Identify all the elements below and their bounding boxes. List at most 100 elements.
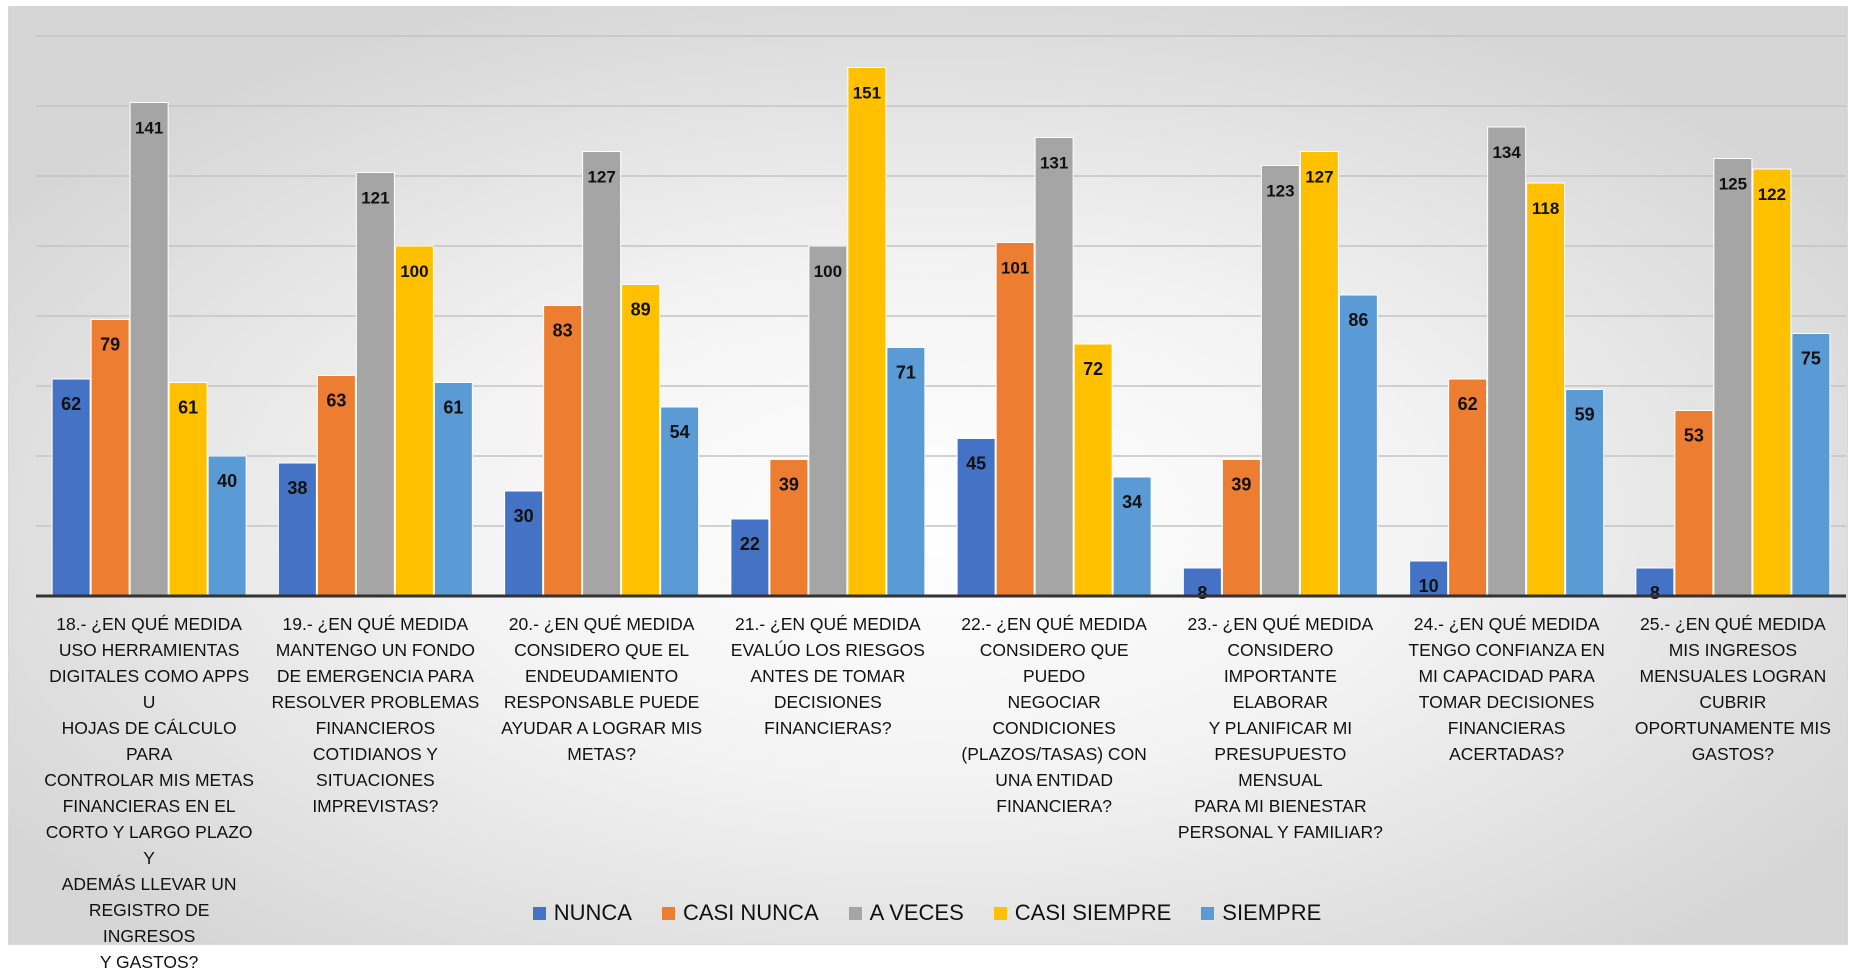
category-label-line: PERSONAL Y FAMILIAR? (1177, 822, 1383, 842)
category-label-line: 18.- ¿EN QUÉ MEDIDA (56, 614, 242, 634)
category-label-line: CONSIDERO QUE EL (514, 640, 690, 660)
bar-siempre-q6 (1338, 294, 1378, 597)
bar-casi-siempre-q2 (394, 245, 434, 597)
category-label-line: SITUACIONES (316, 770, 435, 790)
category-label-line: AYUDAR A LOGRAR MIS (501, 718, 703, 738)
legend-item: NUNCA (532, 900, 632, 926)
data-label: 8 (1650, 583, 1660, 603)
data-label: 30 (514, 506, 534, 526)
category-label-line: Y PLANIFICAR MI (1208, 718, 1353, 738)
data-labels: 62 79 141 61 40 38 63 121 100 61 30 83 127 89 54 22 39 10… (61, 84, 1821, 604)
category-label-line: RESOLVER PROBLEMAS (271, 692, 480, 712)
bar-casi-siempre-q5 (1073, 343, 1113, 597)
legend-swatch (993, 906, 1007, 920)
bar-casi-nunca-q5 (995, 242, 1035, 597)
data-label: 61 (178, 398, 198, 418)
legend-item: CASI SIEMPRE (993, 900, 1171, 926)
bar-siempre-q1 (207, 455, 247, 597)
bar-casi-siempre-q3 (621, 284, 661, 597)
category-label-line: METAS? (567, 744, 636, 764)
bar-siempre-q4 (886, 347, 926, 597)
data-label: 22 (740, 534, 760, 554)
category-label-line: CONSIDERO QUE PUEDO (979, 640, 1129, 686)
category-label-line: TENGO CONFIANZA EN (1408, 640, 1605, 660)
data-label: 63 (326, 391, 346, 411)
data-label: 45 (966, 454, 986, 474)
data-label: 101 (1001, 259, 1029, 278)
category-label-line: REGISTRO DE INGRESOS (88, 900, 210, 946)
category-label-line: ACERTADAS? (1449, 744, 1565, 764)
bar-casi-nunca-q3 (543, 305, 583, 597)
category-label-line: 22.- ¿EN QUÉ MEDIDA (961, 614, 1147, 634)
category-label-line: COTIDIANOS Y (312, 744, 438, 764)
category-label-line: NEGOCIAR CONDICIONES (992, 692, 1116, 738)
category-label-line: HOJAS DE CÁLCULO PARA (61, 718, 237, 764)
category-label-5: 22.- ¿EN QUÉ MEDIDA CONSIDERO QUE PUEDO NE… (949, 611, 1159, 819)
legend-item: A VECES (848, 900, 964, 926)
category-label-line: 23.- ¿EN QUÉ MEDIDA (1187, 614, 1374, 634)
category-label-line: DIGITALES COMO APPS U (49, 666, 250, 712)
category-label-line: MI CAPACIDAD PARA (1418, 666, 1595, 686)
bar-casi-siempre-q1 (168, 382, 208, 597)
bar-nunca-q7 (1409, 560, 1449, 597)
bar-siempre-q3 (660, 406, 700, 597)
legend-swatch (532, 906, 546, 920)
data-label: 131 (1040, 154, 1068, 173)
data-label: 122 (1758, 185, 1786, 204)
bar-a-veces-q3 (582, 151, 622, 597)
bar-casi-siempre-q6 (1299, 151, 1339, 597)
bar-nunca-q1 (51, 378, 91, 597)
data-label: 118 (1532, 199, 1559, 218)
data-label: 100 (400, 262, 428, 281)
bar-casi-siempre-q4 (847, 67, 887, 597)
category-label-line: MIS INGRESOS (1668, 640, 1798, 660)
category-label-line: 24.- ¿EN QUÉ MEDIDA (1413, 614, 1600, 634)
data-label: 10 (1419, 576, 1439, 596)
category-label-line: FINANCIERAS (1447, 718, 1566, 738)
data-label: 127 (587, 168, 615, 187)
category-label-line: 19.- ¿EN QUÉ MEDIDA (282, 614, 469, 634)
bar-chart: 62 79 141 61 40 38 63 121 100 61 30 83 127 89 54 22 39 10… (36, 35, 1846, 604)
category-label-line: PARA MI BIENESTAR (1194, 796, 1367, 816)
legend-swatch (848, 906, 862, 920)
bar-casi-nunca-q2 (316, 375, 356, 597)
bar-a-veces-q4 (808, 245, 848, 597)
legend-swatch (661, 906, 675, 920)
data-label: 127 (1305, 168, 1333, 187)
data-label: 86 (1348, 310, 1368, 330)
legend-label: A VECES (869, 900, 964, 925)
legend: NUNCA CASI NUNCA A VECES CASI SIEMPRE SIEMPR… (0, 896, 1854, 930)
data-label: 89 (631, 300, 651, 320)
category-label-2: 19.- ¿EN QUÉ MEDIDA MANTENGO UN FONDO DE E… (270, 611, 480, 819)
data-label: 62 (61, 394, 81, 414)
data-label: 141 (135, 119, 163, 138)
category-label-line: DE EMERGENCIA PARA (276, 666, 474, 686)
legend-swatch (1201, 906, 1215, 920)
data-label: 40 (217, 471, 237, 491)
category-label-line: IMPREVISTAS? (312, 796, 439, 816)
category-label-line: PRESUPUESTO MENSUAL (1214, 744, 1347, 790)
category-label-7: 24.- ¿EN QUÉ MEDIDA TENGO CONFIANZA EN MI … (1402, 611, 1612, 767)
category-label-line: USO HERRAMIENTAS (58, 640, 240, 660)
category-label-6: 23.- ¿EN QUÉ MEDIDA CONSIDERO IMPORTANTE E… (1175, 611, 1385, 845)
category-label-line: TOMAR DECISIONES (1418, 692, 1595, 712)
category-label-line: ENDEUDAMIENTO (524, 666, 679, 686)
category-label-line: CONSIDERO (1227, 640, 1334, 660)
category-label-line: EVALÚO LOS RIESGOS (730, 640, 925, 660)
data-label: 59 (1575, 405, 1595, 425)
bar-a-veces-q7 (1487, 126, 1527, 597)
bar-siempre-q2 (433, 382, 473, 597)
category-label-line: GASTOS? (1691, 744, 1775, 764)
data-label: 39 (1231, 475, 1251, 495)
data-label: 83 (553, 321, 573, 341)
data-label: 34 (1122, 492, 1142, 512)
data-label: 125 (1719, 175, 1747, 194)
data-label: 53 (1684, 426, 1704, 446)
category-label-4: 21.- ¿EN QUÉ MEDIDA EVALÚO LOS RIESGOS ANT… (723, 611, 933, 741)
bar-nunca-q3 (504, 490, 544, 597)
bar-a-veces-q1 (129, 102, 169, 597)
data-label: 72 (1083, 359, 1103, 379)
bar-casi-nunca-q7 (1448, 378, 1488, 597)
bar-casi-nunca-q8 (1674, 410, 1714, 597)
category-label-line: OPORTUNAMENTE MIS (1634, 718, 1831, 738)
